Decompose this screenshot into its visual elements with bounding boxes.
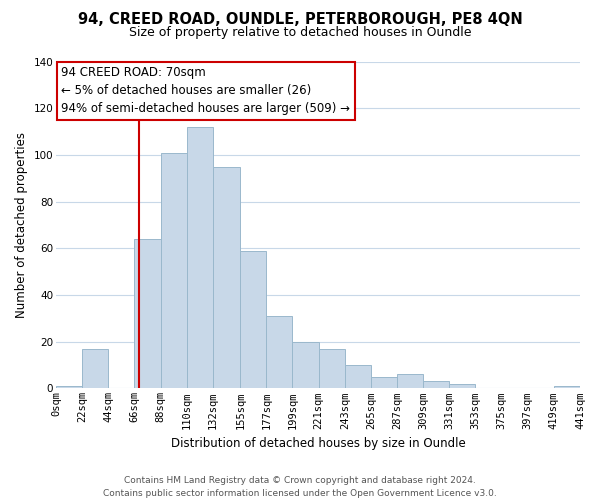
Bar bbox=[82, 348, 109, 389]
Bar bbox=[449, 384, 475, 388]
Bar bbox=[423, 382, 449, 388]
Y-axis label: Number of detached properties: Number of detached properties bbox=[15, 132, 28, 318]
Bar bbox=[240, 250, 266, 388]
Text: 94, CREED ROAD, OUNDLE, PETERBOROUGH, PE8 4QN: 94, CREED ROAD, OUNDLE, PETERBOROUGH, PE… bbox=[77, 12, 523, 28]
Bar bbox=[554, 386, 580, 388]
Bar bbox=[397, 374, 423, 388]
Bar bbox=[213, 166, 240, 388]
Text: Contains HM Land Registry data © Crown copyright and database right 2024.
Contai: Contains HM Land Registry data © Crown c… bbox=[103, 476, 497, 498]
Bar bbox=[371, 376, 397, 388]
X-axis label: Distribution of detached houses by size in Oundle: Distribution of detached houses by size … bbox=[170, 437, 466, 450]
Bar bbox=[266, 316, 292, 388]
Bar bbox=[56, 386, 82, 388]
Bar bbox=[187, 127, 213, 388]
Bar bbox=[319, 348, 345, 389]
Text: 94 CREED ROAD: 70sqm
← 5% of detached houses are smaller (26)
94% of semi-detach: 94 CREED ROAD: 70sqm ← 5% of detached ho… bbox=[61, 66, 350, 116]
Bar bbox=[134, 239, 161, 388]
Bar bbox=[345, 365, 371, 388]
Text: Size of property relative to detached houses in Oundle: Size of property relative to detached ho… bbox=[129, 26, 471, 39]
Bar bbox=[292, 342, 319, 388]
Bar bbox=[161, 152, 187, 388]
